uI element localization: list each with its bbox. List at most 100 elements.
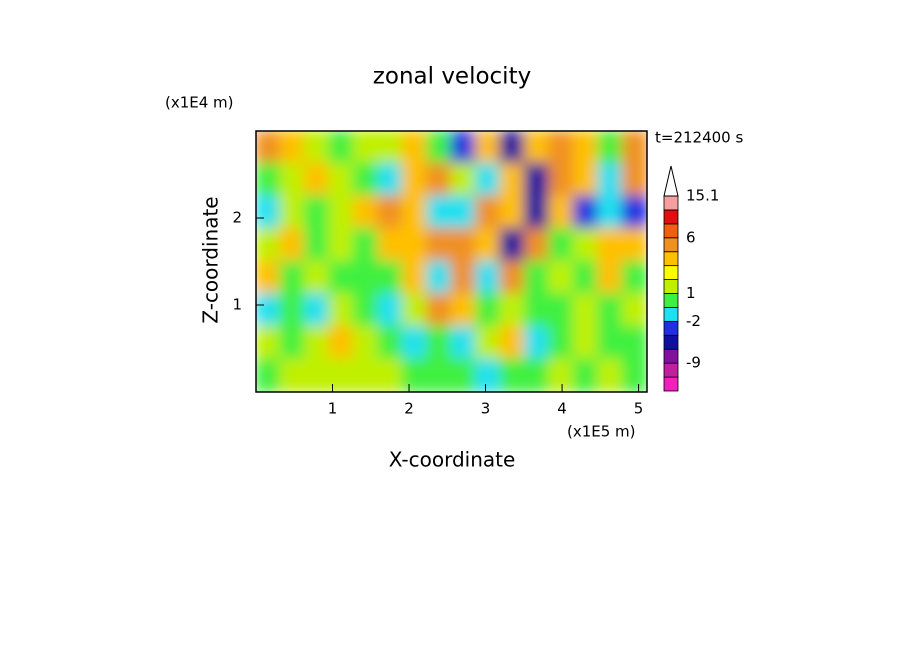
field-cell xyxy=(523,131,551,165)
field-cell xyxy=(303,195,331,230)
field-cell xyxy=(279,195,306,230)
field-cell xyxy=(401,195,429,230)
colorbar-label: -9 xyxy=(686,354,701,372)
field-cell xyxy=(474,358,502,392)
field-cell xyxy=(377,325,404,361)
field-cell xyxy=(352,293,380,328)
field-cell xyxy=(523,358,551,392)
field-cell xyxy=(597,131,624,165)
field-cell xyxy=(426,325,453,361)
field-cell xyxy=(401,358,429,392)
x-tick-label: 2 xyxy=(404,400,414,418)
field-cell xyxy=(279,260,306,296)
field-cell xyxy=(256,293,282,328)
field-cell xyxy=(256,195,282,230)
field-cell xyxy=(499,162,526,198)
x-tick-label: 4 xyxy=(557,400,567,418)
field-cell xyxy=(401,325,429,361)
field-cell xyxy=(256,162,282,198)
x-unit: (x1E5 m) xyxy=(567,423,636,441)
colorbar-label: 15.1 xyxy=(686,187,719,205)
field-cell xyxy=(377,260,404,296)
field-cell xyxy=(499,195,526,230)
plot-frame xyxy=(255,130,648,393)
colorbar-band xyxy=(663,307,679,322)
field-cell xyxy=(597,195,624,230)
field-cell xyxy=(499,325,526,361)
field-cell xyxy=(352,260,380,296)
field-cell xyxy=(401,260,429,296)
field-cell xyxy=(548,293,575,328)
field-cell xyxy=(474,260,502,296)
colorbar-label: 1 xyxy=(686,284,696,302)
field-cell xyxy=(523,325,551,361)
field-cell xyxy=(377,293,404,328)
y-axis-label: Z-coordinate xyxy=(199,196,223,323)
field-cell xyxy=(474,227,502,263)
field-cell xyxy=(303,260,331,296)
field-cell xyxy=(621,358,647,392)
colorbar-label: -2 xyxy=(686,312,701,330)
field-cell xyxy=(523,293,551,328)
field-cell xyxy=(401,131,429,165)
colorbar-band xyxy=(663,362,679,378)
x-tick-label: 5 xyxy=(634,400,644,418)
field-cell xyxy=(426,293,453,328)
field-cell xyxy=(572,293,600,328)
colorbar-band xyxy=(663,265,679,280)
field-cell xyxy=(499,227,526,263)
field xyxy=(256,131,647,392)
field-cell xyxy=(597,260,624,296)
field-cell xyxy=(279,358,306,392)
colorbar-band xyxy=(663,195,679,211)
field-cell xyxy=(572,131,600,165)
field-cell xyxy=(499,358,526,392)
field-cell xyxy=(572,227,600,263)
field-cell xyxy=(377,195,404,230)
field-cell xyxy=(523,195,551,230)
colorbar-band xyxy=(663,251,679,267)
field-cell xyxy=(279,227,306,263)
field-cell xyxy=(426,358,453,392)
colorbar-band xyxy=(663,320,679,336)
field-cell xyxy=(548,162,575,198)
colorbar-band xyxy=(663,293,679,308)
field-cell xyxy=(328,325,355,361)
colorbar-band xyxy=(663,376,679,392)
colorbar-band xyxy=(663,237,679,253)
field-cell xyxy=(401,293,429,328)
field-cell xyxy=(548,358,575,392)
field-cell xyxy=(426,227,453,263)
field-cell xyxy=(621,260,647,296)
field-cell xyxy=(523,162,551,198)
colorbar-arrow xyxy=(663,165,679,197)
field-cell xyxy=(352,162,380,198)
field-cell xyxy=(352,131,380,165)
field-cell xyxy=(279,162,306,198)
field-cell xyxy=(474,131,502,165)
field-cell xyxy=(450,260,477,296)
field-cell xyxy=(328,195,355,230)
field-cell xyxy=(621,195,647,230)
field-cell xyxy=(401,227,429,263)
field-cell xyxy=(426,131,453,165)
field-cell xyxy=(352,195,380,230)
colorbar-label: 6 xyxy=(686,228,696,246)
field-cell xyxy=(450,227,477,263)
field-cell xyxy=(474,325,502,361)
field-cell xyxy=(474,293,502,328)
field-cell xyxy=(303,358,331,392)
field-cell xyxy=(523,260,551,296)
field-cell xyxy=(450,325,477,361)
field-cells xyxy=(256,131,647,392)
y-tick-label: 1 xyxy=(232,296,242,314)
colorbar-band xyxy=(663,209,679,225)
field-cell xyxy=(328,227,355,263)
field-cell xyxy=(377,162,404,198)
field-cell xyxy=(426,260,453,296)
field-cell xyxy=(621,227,647,263)
field-cell xyxy=(303,131,331,165)
field-cell xyxy=(328,131,355,165)
field-cell xyxy=(548,260,575,296)
